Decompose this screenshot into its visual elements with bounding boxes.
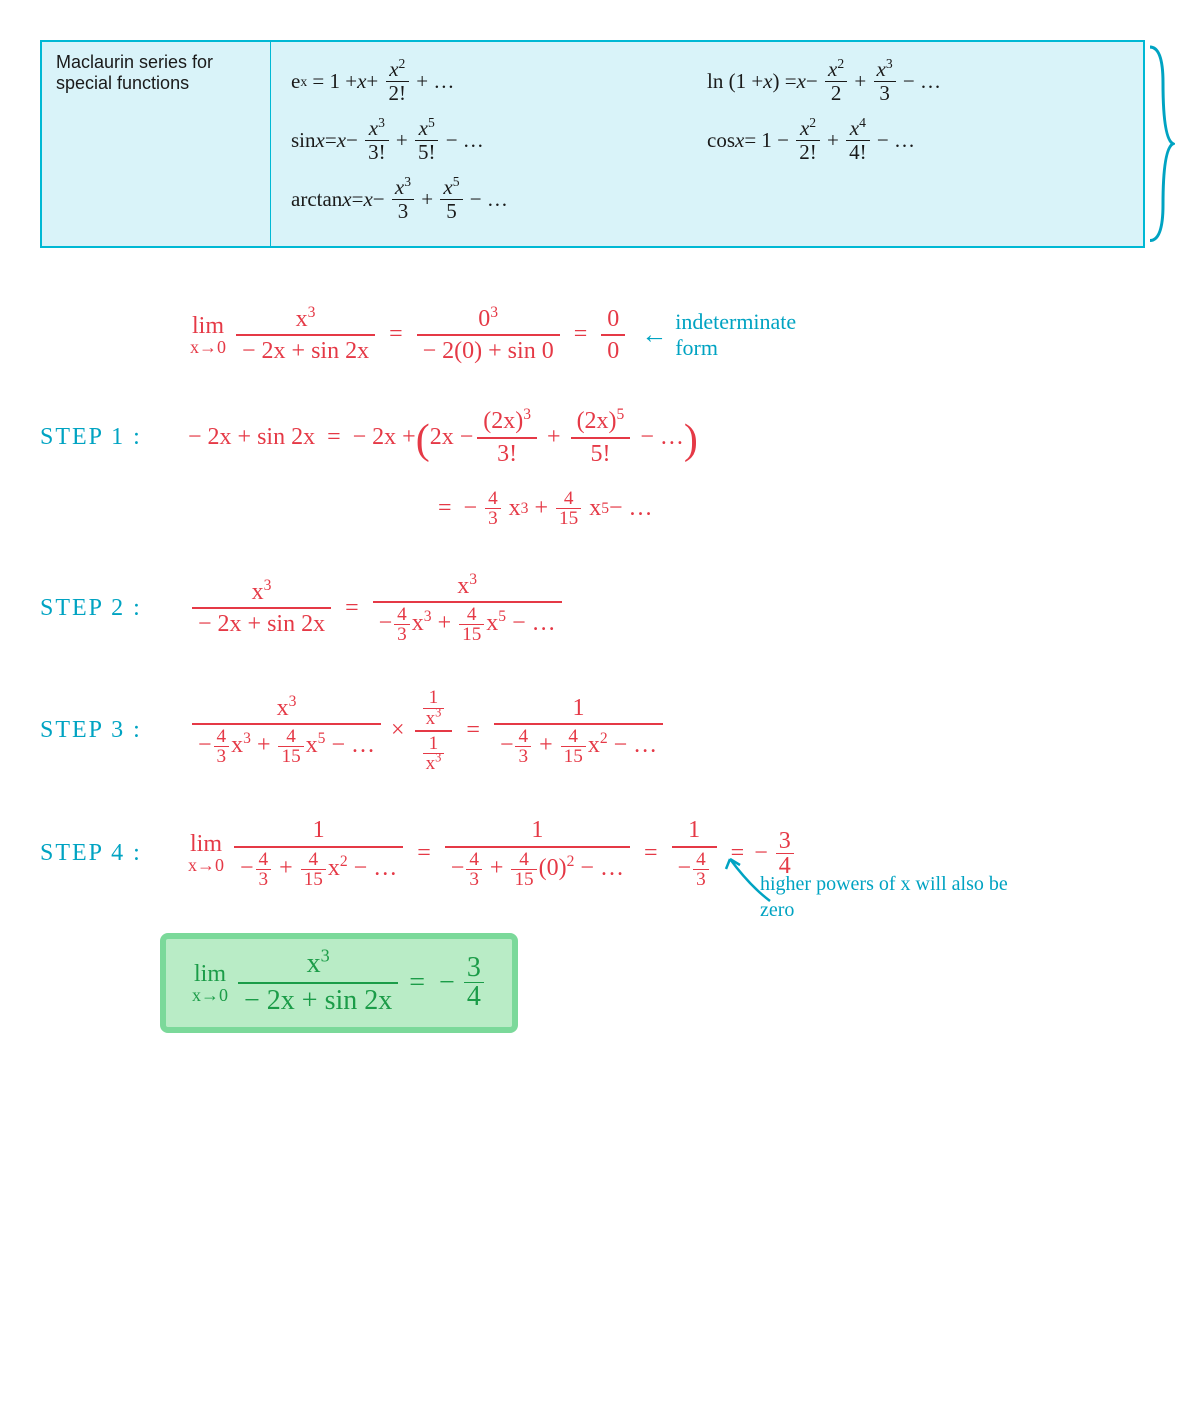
formula-box-content: ex = 1 + x + x22! + … ln (1 + x) = x − x… (271, 42, 1143, 246)
series-sin: sin x = x − x33! + x55! − … (291, 111, 707, 170)
step-3-expr: x3 −43x3 + 415x5 − … × 1x3 1x3 = 1 −43 +… (188, 688, 667, 773)
brace-icon (1145, 42, 1175, 246)
step-1-label: STEP 1 : (40, 424, 170, 451)
step-2-label: STEP 2 : (40, 595, 170, 622)
series-arctan: arctan x = x − x33 + x55 − … (291, 170, 707, 229)
final-answer-box: limx→0 x3− 2x + sin 2x = − 34 (160, 933, 518, 1033)
problem-expression: limx→0 x3− 2x + sin 2x = 03− 2(0) + sin … (190, 306, 796, 365)
series-cos: cos x = 1 − x22! + x44! − … (707, 111, 1123, 170)
series-ln: ln (1 + x) = x − x22 + x33 − … (707, 52, 1123, 111)
step-4-note: higher powers of x will also be zero (760, 871, 1020, 923)
step-2-expr: x3− 2x + sin 2x = x3 −43x3 + 415x5 − … (188, 573, 566, 645)
maclaurin-formula-box: Maclaurin series for special functions e… (40, 40, 1145, 248)
step-1-row: STEP 1 : − 2x + sin 2x = − 2x + ( 2x − (… (40, 408, 1145, 467)
step-2-row: STEP 2 : x3− 2x + sin 2x = x3 −43x3 + 41… (40, 573, 1145, 645)
step-4-row: STEP 4 : limx→0 1 −43 + 415x2 − … = 1 −4… (40, 817, 1145, 889)
series-ex: ex = 1 + x + x22! + … (291, 52, 707, 111)
step-1-line2: = − 43 x3 + 415 x5 − … (438, 489, 653, 528)
step-4-label: STEP 4 : (40, 840, 170, 867)
step-1-line1: − 2x + sin 2x = − 2x + ( 2x − (2x)33! + … (188, 408, 698, 467)
step-3-row: STEP 3 : x3 −43x3 + 415x5 − … × 1x3 1x3 … (40, 688, 1145, 773)
arrow-left-icon: ← (641, 320, 667, 350)
final-answer: limx→0 x3− 2x + sin 2x = − 34 (192, 949, 486, 1017)
indeterminate-note: indeterminateform (675, 309, 796, 362)
step-3-label: STEP 3 : (40, 717, 170, 744)
formula-box-title: Maclaurin series for special functions (42, 42, 271, 246)
step-1-line2-row: = − 43 x3 + 415 x5 − … (438, 489, 1145, 528)
step-4-expr: limx→0 1 −43 + 415x2 − … = 1 −43 + 415(0… (188, 817, 796, 889)
problem-row: limx→0 x3− 2x + sin 2x = 03− 2(0) + sin … (190, 306, 1145, 365)
